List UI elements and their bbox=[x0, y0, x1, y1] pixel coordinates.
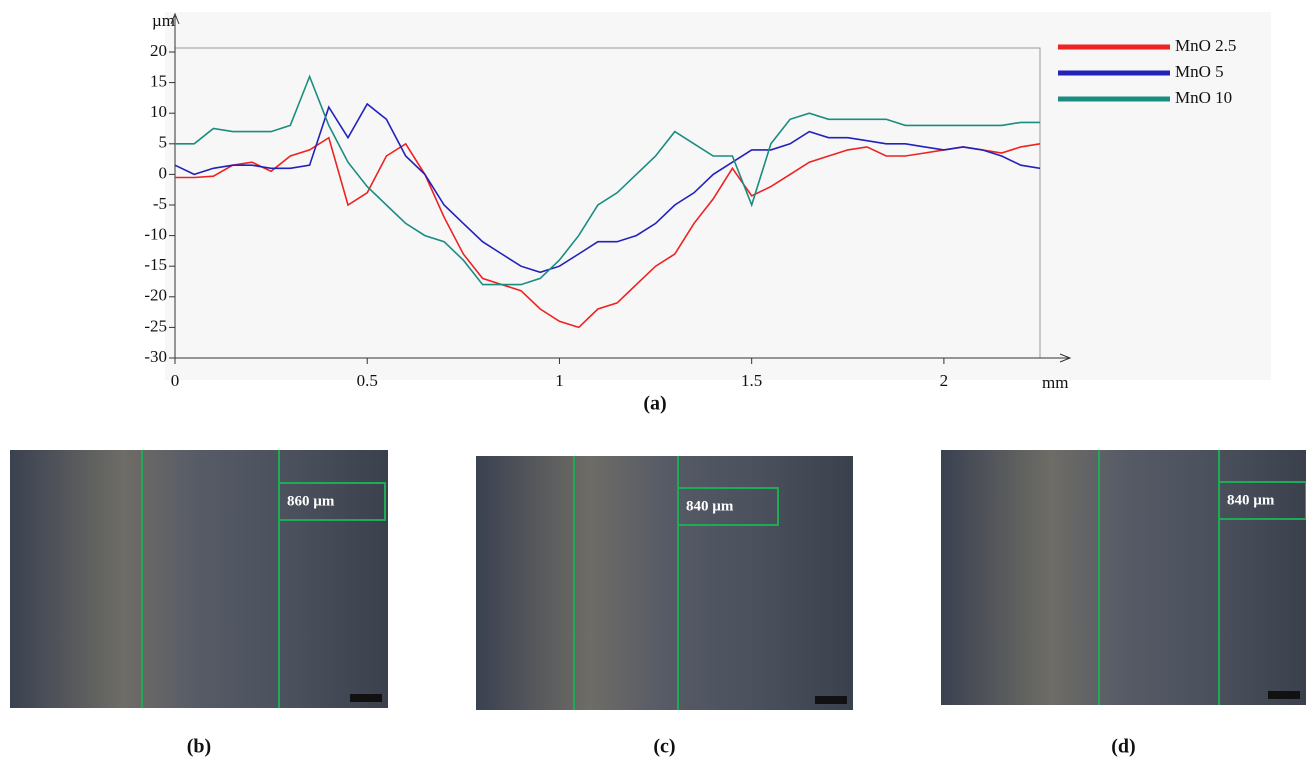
measurement-box bbox=[278, 482, 386, 521]
x-tick-label: 0.5 bbox=[357, 371, 378, 390]
x-tick-label: 1.5 bbox=[741, 371, 762, 390]
scale-bar bbox=[815, 696, 847, 704]
measurement-box bbox=[677, 487, 779, 526]
panel-caption: (d) bbox=[1111, 736, 1135, 758]
y-tick-label: 0 bbox=[159, 163, 168, 182]
micrograph bbox=[941, 450, 1306, 705]
y-tick-label: -20 bbox=[144, 286, 167, 305]
y-tick-label: -30 bbox=[144, 347, 167, 366]
measurement-label: 840 µm bbox=[1227, 492, 1275, 508]
y-tick-label: 5 bbox=[159, 133, 168, 152]
plot-background bbox=[165, 12, 1271, 380]
measurement-label: 840 µm bbox=[686, 498, 734, 514]
x-arrow bbox=[1059, 353, 1072, 363]
data-line bbox=[174, 102, 1041, 274]
scale-bar bbox=[1268, 691, 1300, 699]
x-axis-label: mm bbox=[1042, 373, 1068, 392]
x-tick-label: 0 bbox=[171, 371, 180, 390]
x-tick-label: 2 bbox=[940, 371, 949, 390]
y-tick-label: -25 bbox=[144, 316, 167, 335]
y-tick-label: -15 bbox=[144, 255, 167, 274]
y-axis-label: µm bbox=[152, 11, 175, 30]
data-line bbox=[175, 136, 1041, 329]
y-tick-label: 20 bbox=[150, 41, 167, 60]
legend-label: MnO 5 bbox=[1175, 62, 1224, 81]
legend-label: MnO 2.5 bbox=[1175, 36, 1236, 55]
y-tick-label: -5 bbox=[153, 194, 167, 213]
scale-bar bbox=[350, 694, 382, 702]
legend-label: MnO 10 bbox=[1175, 88, 1232, 107]
panel-caption: (c) bbox=[653, 736, 675, 758]
x-tick-label: 1 bbox=[555, 371, 564, 390]
y-tick-label: 15 bbox=[150, 72, 167, 91]
data-line bbox=[175, 74, 1040, 286]
y-arrow bbox=[170, 12, 180, 25]
panel-caption: (b) bbox=[187, 736, 211, 758]
y-tick-label: 10 bbox=[150, 102, 167, 121]
caption: (a) bbox=[643, 393, 666, 415]
micrograph bbox=[10, 450, 388, 708]
micrograph bbox=[476, 456, 853, 710]
measurement-label: 860 µm bbox=[287, 493, 335, 509]
measurement-box bbox=[1218, 481, 1306, 520]
y-tick-label: -10 bbox=[144, 225, 167, 244]
